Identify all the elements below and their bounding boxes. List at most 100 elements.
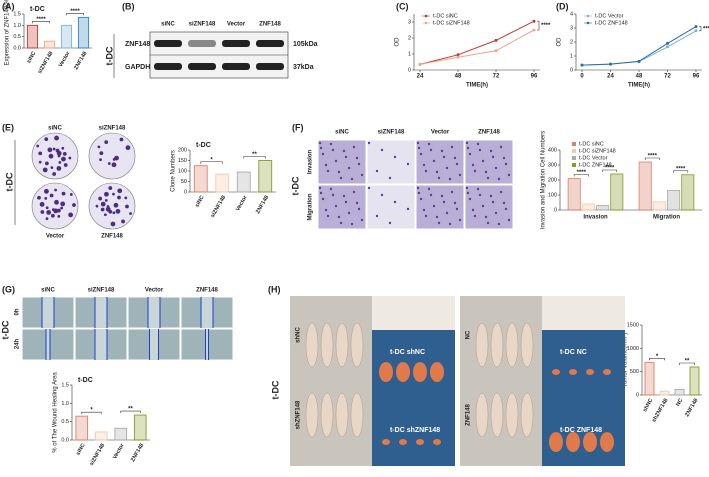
y-tick-label: 3 (570, 25, 573, 31)
cell (380, 148, 384, 152)
sig-bracket (66, 13, 84, 16)
point (494, 49, 498, 53)
colony (62, 151, 67, 156)
cell (476, 187, 480, 191)
x-tick-label: shNC (642, 398, 654, 413)
colony (38, 151, 43, 156)
cell (367, 141, 371, 145)
cell (473, 214, 477, 218)
row-label: GAPDH (125, 64, 150, 71)
legend-swatch (572, 142, 576, 146)
x-axis-label: TIME(h) (466, 83, 488, 89)
colony (124, 196, 128, 200)
row-label: 0h (15, 308, 21, 315)
cell (352, 145, 356, 149)
bar (667, 190, 681, 211)
sig-label: **** (676, 166, 686, 172)
colony (100, 201, 106, 207)
colony (107, 162, 111, 165)
tumor (399, 439, 407, 445)
colony (129, 212, 132, 215)
sig-bracket (673, 170, 689, 173)
row-label: NC (466, 330, 472, 339)
y-tick-label: 4 (570, 11, 573, 17)
mouse (350, 322, 364, 368)
cell (435, 215, 439, 219)
point (666, 41, 669, 45)
cell (331, 148, 335, 152)
cell (465, 186, 469, 190)
cell (491, 155, 495, 159)
mouse (505, 322, 519, 368)
colony (108, 209, 113, 214)
cell (442, 155, 446, 159)
bar (60, 24, 73, 49)
cell (497, 222, 501, 226)
mouse (520, 322, 534, 368)
cell (507, 173, 511, 177)
sig-label: ** (685, 359, 690, 365)
cell (468, 197, 472, 201)
y-tick-label: 400 (548, 147, 557, 153)
colony (48, 153, 54, 159)
legend-marker (586, 14, 590, 18)
y-tick-label: 0.5 (61, 419, 69, 425)
cell (450, 145, 454, 149)
mouse (475, 322, 489, 368)
legend-label: t-DC siZNF148 (579, 148, 616, 154)
y-tick-label: 100 (548, 192, 557, 198)
mouse (520, 392, 534, 438)
y-tick-label: 300 (548, 162, 557, 168)
y-tick-label: 1.0 (13, 23, 21, 29)
cell (319, 191, 323, 195)
cell (466, 191, 470, 195)
micrograph (464, 139, 514, 185)
sig-label: **** (70, 9, 80, 15)
cell (494, 211, 498, 215)
sig-label: ** (128, 407, 133, 413)
cell (347, 211, 351, 215)
y-axis-label: Tumor Volume(mm³) (623, 333, 629, 388)
tumor (569, 369, 577, 375)
tumor (396, 362, 410, 382)
point (637, 59, 641, 63)
cell (337, 215, 341, 219)
cell (471, 163, 475, 167)
x-tick-label: ZNF148 (130, 443, 145, 463)
x-tick-label: ZNF148 (73, 51, 88, 71)
sig-bracket (573, 174, 589, 177)
colony (104, 191, 109, 197)
cell (466, 146, 470, 150)
colony (68, 212, 74, 218)
cell (458, 218, 462, 222)
y-axis-label: OD (557, 37, 563, 47)
band (154, 63, 182, 70)
bar (567, 178, 581, 211)
legend-marker (424, 14, 428, 18)
cell (471, 208, 475, 212)
group-label: t-DC (290, 176, 300, 195)
micrograph (317, 139, 367, 185)
row-label: shZNF148 (296, 400, 302, 429)
tumor (603, 369, 611, 375)
cell (424, 169, 428, 173)
chart-title: t-DC (30, 6, 45, 13)
cell (342, 149, 346, 153)
colony (45, 217, 49, 221)
colony (45, 206, 49, 210)
cell (350, 177, 354, 181)
sig-bracket (644, 157, 660, 160)
band (188, 40, 216, 47)
wound-gap (95, 297, 107, 328)
y-tick-label: 1.5 (61, 382, 69, 388)
condition-label: Vector (145, 288, 164, 294)
tumor (600, 432, 614, 452)
band (154, 40, 182, 47)
x-tick-label: siZNF148 (37, 51, 54, 75)
y-tick-label: 0.5 (13, 34, 21, 40)
series-line (419, 29, 535, 65)
cell (448, 177, 452, 181)
sig-bracket (120, 410, 141, 414)
y-tick-label: 0 (570, 67, 573, 73)
